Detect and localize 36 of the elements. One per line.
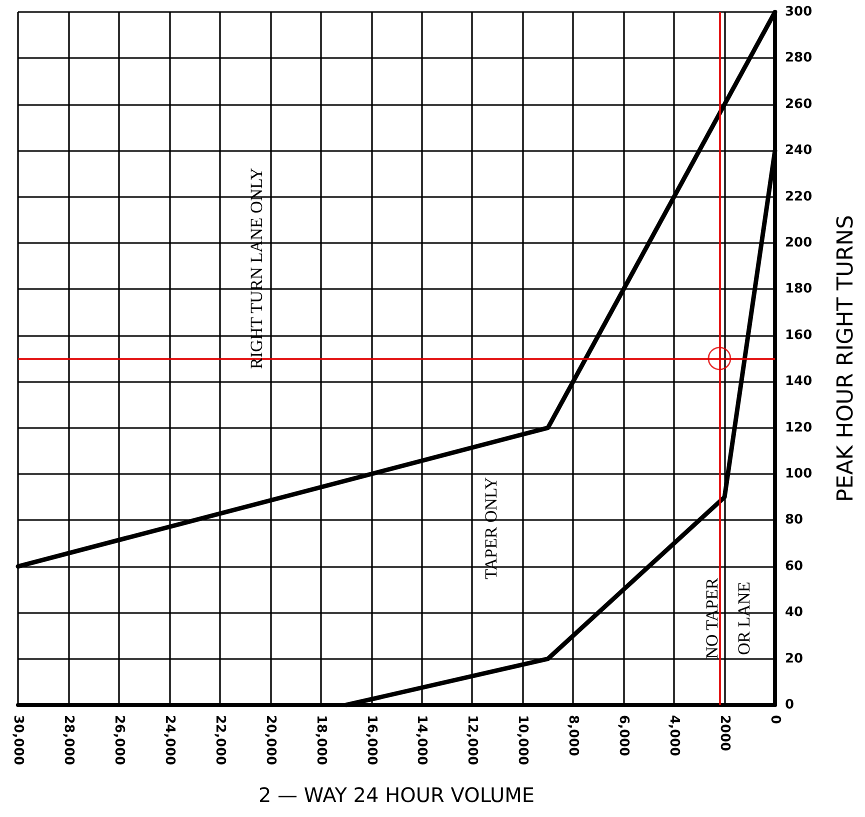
x-tick-label: 24,000 <box>162 715 177 766</box>
x-tick-label: 16,000 <box>364 715 379 766</box>
y-tick-label: 300 <box>785 4 812 20</box>
y-axis-title: PEAK HOUR RIGHT TURNS <box>834 215 858 502</box>
y-tick-label: 280 <box>785 50 812 66</box>
x-tick-label: 6,000 <box>616 715 632 756</box>
x-tick-label: 20,000 <box>262 715 278 766</box>
y-tick-label: 60 <box>785 558 804 574</box>
annotation: NO TAPER OR LANE <box>702 577 754 659</box>
x-tick-label: 10,000 <box>515 715 530 766</box>
x-tick-label: 8,000 <box>566 715 581 756</box>
y-tick-label: 20 <box>785 651 804 666</box>
y-tick-label: 200 <box>785 236 812 250</box>
x-tick-label: 30,000 <box>10 715 26 766</box>
y-tick-label: 180 <box>785 282 812 297</box>
y-tick-label: 160 <box>785 328 812 343</box>
x-tick-label: 26,000 <box>111 715 126 766</box>
y-tick-label: 140 <box>785 374 812 390</box>
x-tick-label: 18,000 <box>313 715 328 766</box>
x-tick-label: 28,000 <box>60 715 76 766</box>
y-tick-label: 0 <box>785 698 794 712</box>
x-tick-label: 4,000 <box>666 715 682 756</box>
y-tick-label: 240 <box>785 143 812 158</box>
x-tick-label: 12,000 <box>464 715 480 766</box>
y-tick-label: 40 <box>785 605 804 620</box>
x-axis-title: 2 — WAY 24 HOUR VOLUME <box>258 783 535 807</box>
y-tick-label: 220 <box>785 189 812 204</box>
y-tick-label: 120 <box>785 420 812 436</box>
x-tick-label: 22,000 <box>212 715 228 766</box>
x-tick-label: 2000 <box>717 715 732 752</box>
x-tick-label: 0 <box>768 715 782 724</box>
y-tick-label: 260 <box>785 96 812 112</box>
y-tick-label: 100 <box>785 466 812 482</box>
annotation: RIGHT TURN LANE ONLY <box>246 168 266 370</box>
y-tick-label: 80 <box>785 512 804 528</box>
x-tick-label: 14,000 <box>414 715 430 766</box>
